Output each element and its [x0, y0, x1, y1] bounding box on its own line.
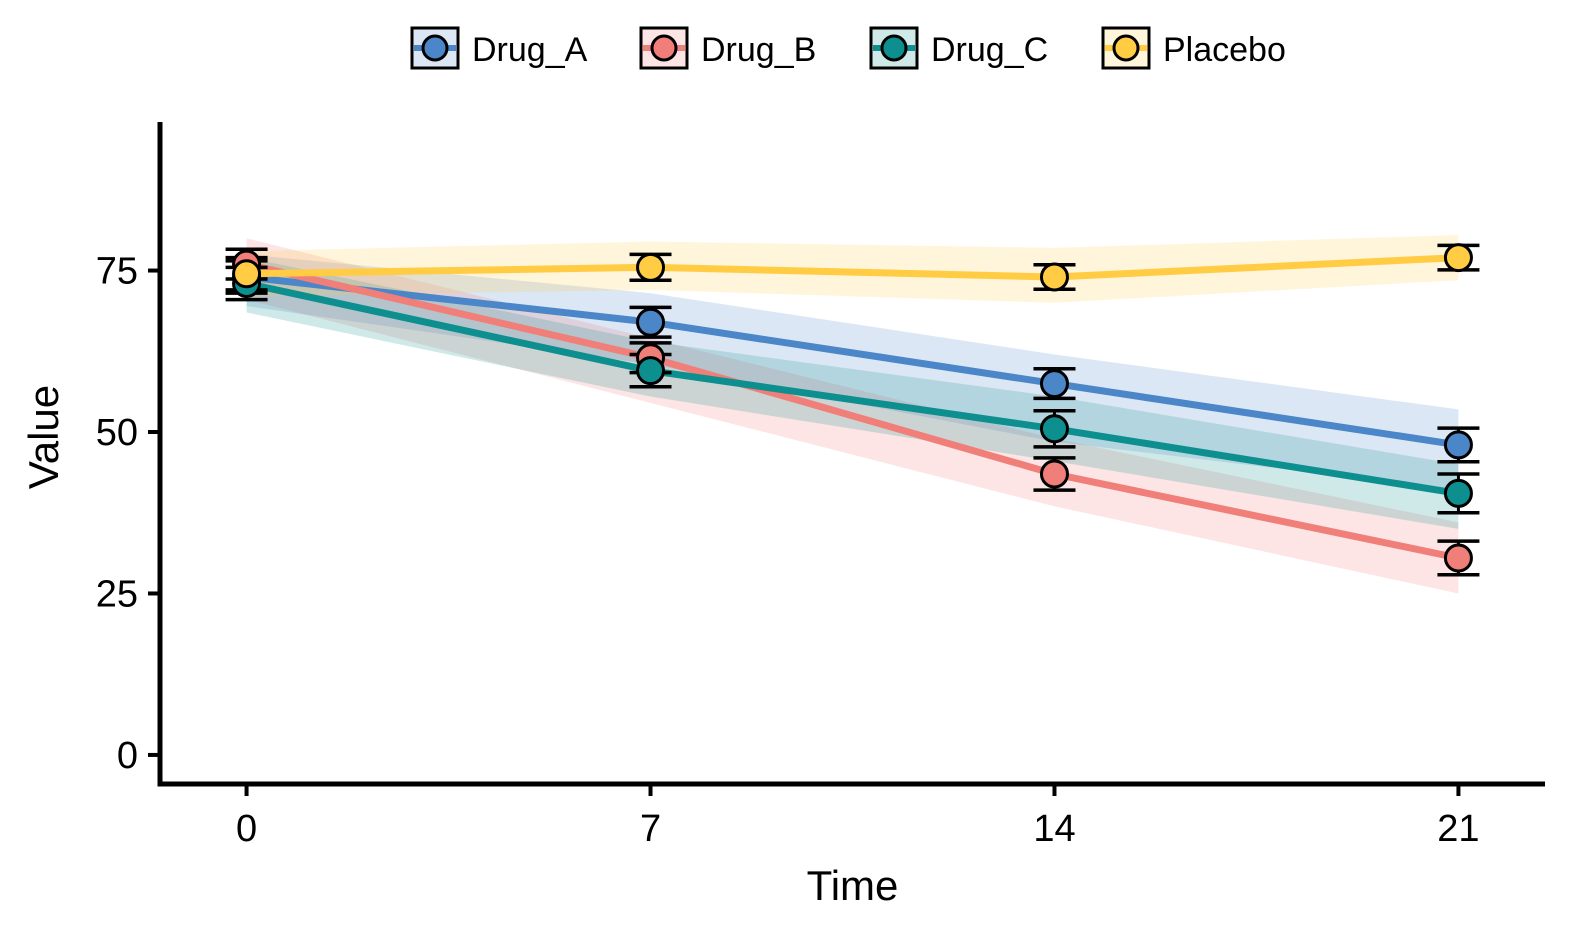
point-drug-a [1443, 430, 1473, 460]
y-tick-label: 0 [117, 735, 138, 777]
x-tick-label: 14 [1033, 808, 1075, 850]
legend: Drug_A Drug_B Drug_C Placebo [410, 26, 1286, 70]
legend-item-drug-b: Drug_B [639, 26, 816, 70]
legend-label: Drug_B [701, 31, 816, 69]
x-tick-label: 21 [1437, 808, 1479, 850]
legend-label: Placebo [1163, 31, 1286, 69]
band-drug-c [246, 257, 1459, 529]
y-axis-title: Value [20, 385, 67, 489]
series-line-placebo [246, 254, 1459, 281]
point-drug-b [1039, 459, 1069, 489]
y-tick-label: 75 [96, 251, 138, 293]
legend-key-point [421, 34, 449, 62]
series-lines [245, 254, 1460, 562]
y-axis-ticks: 0 25 50 75 [96, 251, 160, 777]
legend-label: Drug_C [931, 31, 1048, 69]
legend-label: Drug_A [472, 31, 588, 69]
point-placebo [232, 259, 262, 289]
x-tick-label: 0 [236, 808, 257, 850]
series-line-drug-a [246, 273, 1459, 449]
data-points [232, 243, 1473, 573]
x-axis-ticks: 0 7 14 21 [236, 784, 1480, 850]
point-drug-b [1443, 543, 1473, 573]
series-line-drug-b [245, 260, 1460, 562]
legend-item-drug-c: Drug_C [869, 26, 1048, 70]
legend-item-drug-a: Drug_A [410, 26, 588, 70]
point-drug-c [1443, 478, 1473, 508]
point-drug-c [1039, 414, 1069, 444]
series-line-drug-c [245, 280, 1459, 497]
point-placebo [1443, 243, 1473, 273]
point-drug-a [1039, 369, 1069, 399]
point-placebo [636, 252, 666, 282]
legend-key-point [650, 34, 678, 62]
point-drug-a [636, 307, 666, 337]
legend-key-point [1112, 34, 1140, 62]
legend-item-placebo: Placebo [1101, 26, 1286, 70]
x-tick-label: 7 [640, 808, 661, 850]
point-placebo [1039, 262, 1069, 292]
y-tick-label: 50 [96, 412, 138, 454]
legend-key-point [880, 34, 908, 62]
y-tick-label: 25 [96, 573, 138, 615]
x-axis-title: Time [807, 862, 899, 909]
point-drug-c [636, 356, 666, 386]
